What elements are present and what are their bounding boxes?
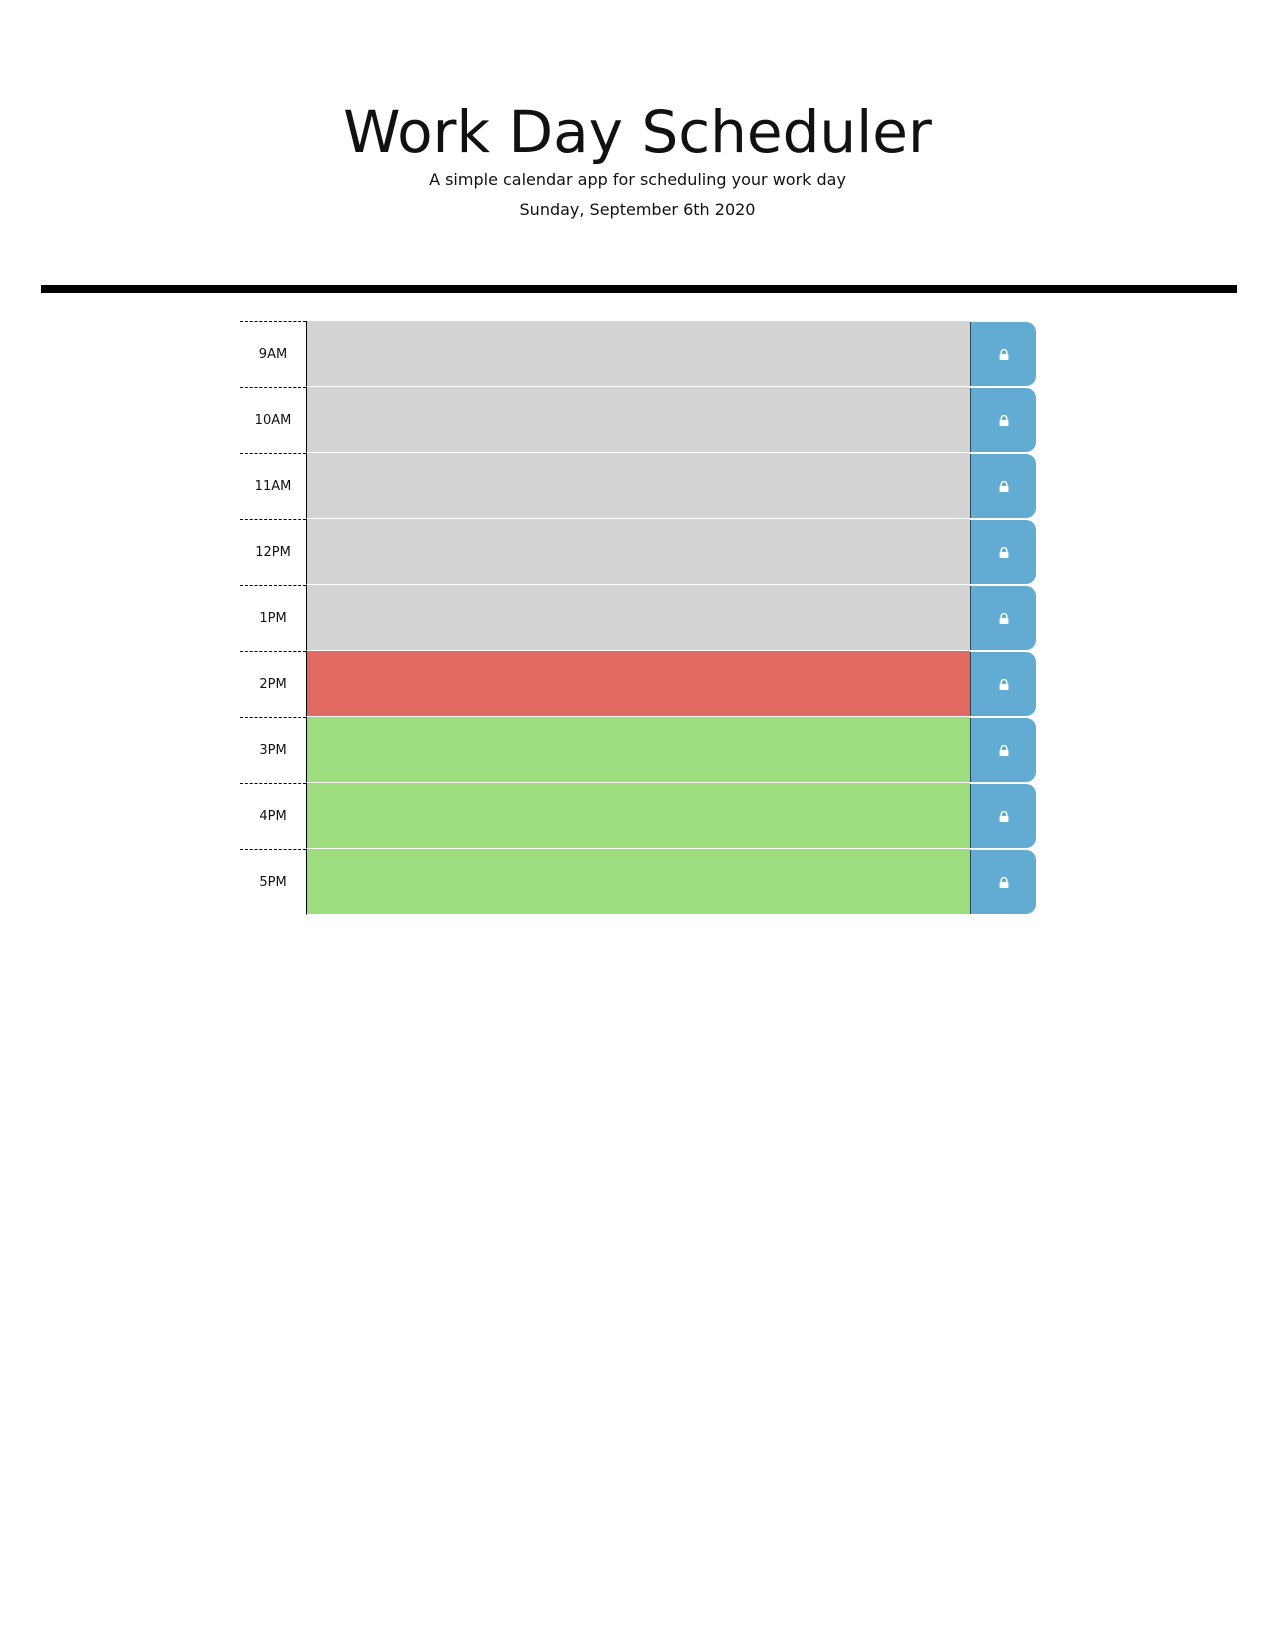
event-description-input[interactable] [306,321,970,387]
hour-label: 12PM [240,519,306,585]
time-block-row: 2PM [240,651,1036,717]
time-block-row: 11AM [240,453,1036,519]
hour-label: 10AM [240,387,306,453]
save-button[interactable] [970,388,1036,452]
schedule-container: 9AM 10AM 11AM 12PM 1PM 2PM [240,321,1036,915]
header-divider [41,285,1237,293]
hour-label: 9AM [240,321,306,387]
lock-icon [999,679,1009,690]
hour-label: 11AM [240,453,306,519]
hour-label: 1PM [240,585,306,651]
save-button[interactable] [970,784,1036,848]
event-description-input[interactable] [306,453,970,519]
page-title: Work Day Scheduler [343,98,932,166]
hour-label: 2PM [240,651,306,717]
save-button[interactable] [970,322,1036,386]
save-button[interactable] [970,652,1036,716]
lock-icon [999,811,1009,822]
event-description-input[interactable] [306,519,970,585]
event-description-input[interactable] [306,387,970,453]
time-block-row: 1PM [240,585,1036,651]
save-button[interactable] [970,520,1036,584]
time-block-row: 10AM [240,387,1036,453]
lock-icon [999,745,1009,756]
time-block-row: 9AM [240,321,1036,387]
lock-icon [999,613,1009,624]
hour-label: 4PM [240,783,306,849]
hour-label: 5PM [240,849,306,915]
lock-icon [999,415,1009,426]
lock-icon [999,877,1009,888]
save-button[interactable] [970,718,1036,782]
save-button[interactable] [970,454,1036,518]
time-block-row: 12PM [240,519,1036,585]
save-button[interactable] [970,850,1036,914]
lock-icon [999,481,1009,492]
time-block-row: 3PM [240,717,1036,783]
lock-icon [999,547,1009,558]
save-button[interactable] [970,586,1036,650]
event-description-input[interactable] [306,651,970,717]
page-subtitle: A simple calendar app for scheduling you… [429,170,846,189]
event-description-input[interactable] [306,783,970,849]
event-description-input[interactable] [306,717,970,783]
event-description-input[interactable] [306,585,970,651]
event-description-input[interactable] [306,849,970,915]
time-block-row: 5PM [240,849,1036,915]
lock-icon [999,349,1009,360]
time-block-row: 4PM [240,783,1036,849]
hour-label: 3PM [240,717,306,783]
current-day: Sunday, September 6th 2020 [519,200,756,219]
